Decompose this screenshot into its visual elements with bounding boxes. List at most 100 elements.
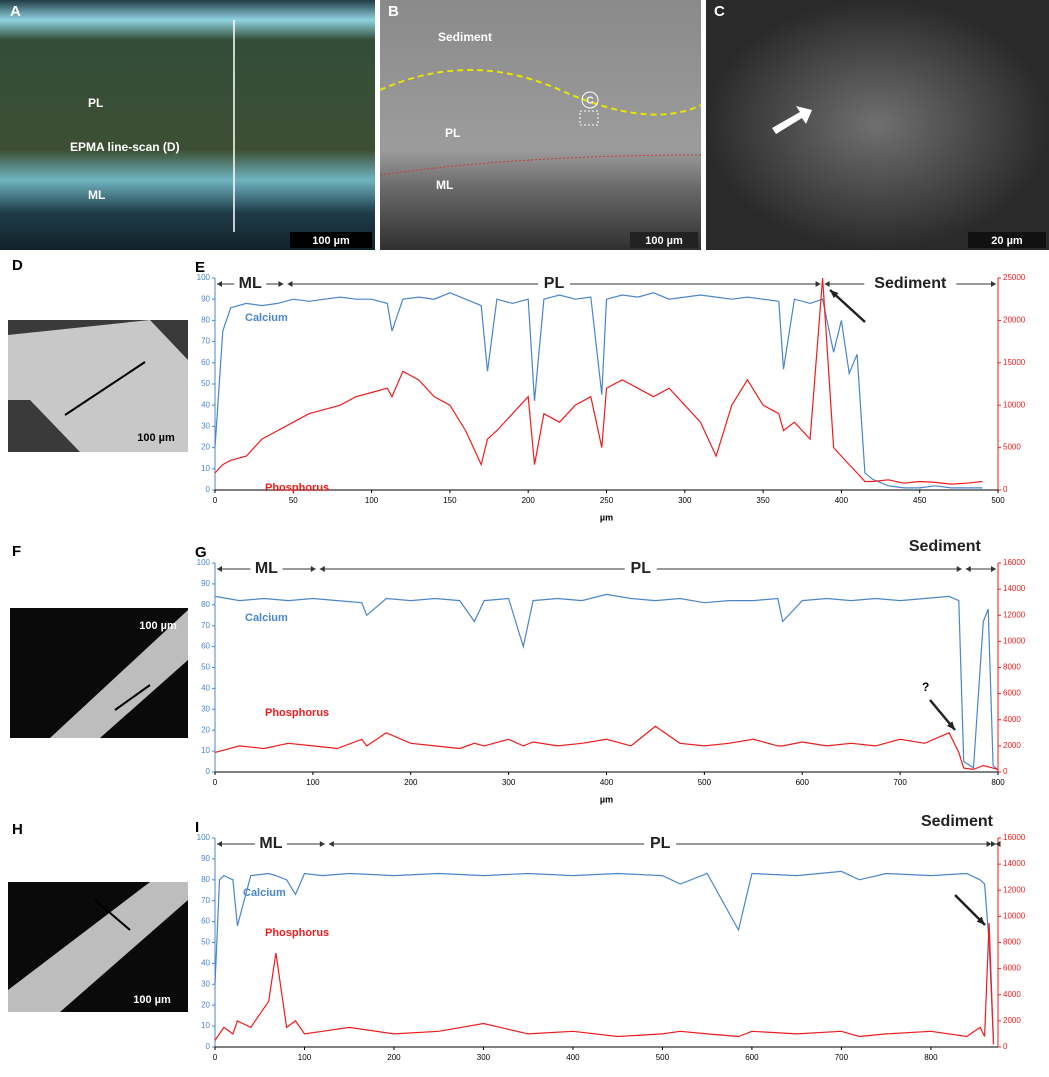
- y2-tick-label: 12000: [1003, 885, 1026, 894]
- y2-tick-label: 5000: [1003, 443, 1021, 452]
- region-arrowhead: [217, 841, 222, 847]
- series-label: Phosphorus: [265, 482, 329, 494]
- scale-box: [290, 232, 372, 248]
- y-tick-label: 100: [197, 558, 211, 567]
- y-tick-label: 90: [201, 579, 210, 588]
- x-tick-label: 300: [678, 496, 692, 505]
- panel-label: A: [10, 3, 21, 20]
- x-tick-label: 400: [566, 1053, 580, 1062]
- x-tick-label: 0: [213, 778, 218, 787]
- x-tick-label: 800: [924, 1053, 938, 1062]
- chart: E010203040506070809010005000100001500020…: [195, 259, 1026, 522]
- y-tick-label: 80: [201, 316, 210, 325]
- scale-label: 100 µm: [139, 620, 177, 632]
- x-tick-label: 300: [477, 1053, 491, 1062]
- annotation-arrowhead: [947, 721, 955, 730]
- y-tick-label: 50: [201, 938, 210, 947]
- region-label-bg: [250, 561, 283, 577]
- panel-label: D: [12, 257, 23, 274]
- scale-box: [968, 232, 1046, 248]
- panel-label: E: [195, 259, 205, 276]
- x-tick-label: 100: [298, 1053, 312, 1062]
- y2-tick-label: 14000: [1003, 584, 1026, 593]
- region-label: PL: [631, 560, 652, 577]
- y-tick-label: 90: [201, 294, 210, 303]
- annotation-arrowhead: [976, 916, 985, 925]
- y2-tick-label: 6000: [1003, 964, 1021, 973]
- region-arrowhead: [991, 281, 996, 287]
- y-tick-label: 0: [206, 1042, 211, 1051]
- y2-tick-label: 10000: [1003, 400, 1026, 409]
- region-arrowhead: [995, 841, 1001, 847]
- y-tick-label: 70: [201, 621, 210, 630]
- y-tick-label: 80: [201, 600, 210, 609]
- region-arrowhead: [815, 281, 821, 287]
- series-line: [214, 870, 995, 1043]
- x-tick-label: 400: [600, 778, 614, 787]
- y-tick-label: 40: [201, 684, 210, 693]
- x-tick-label: 200: [522, 496, 536, 505]
- series-line: [214, 292, 983, 489]
- region-arrowhead: [310, 566, 316, 572]
- panel-c: C 20 µm: [706, 0, 1049, 250]
- y2-tick-label: 0: [1003, 767, 1008, 776]
- region-label-bg: [234, 276, 267, 292]
- y2-tick-label: 4000: [1003, 990, 1021, 999]
- scan-line: [94, 899, 131, 931]
- scan-line: [114, 684, 151, 711]
- region-arrowhead: [986, 841, 992, 847]
- region-arrowhead: [217, 566, 222, 572]
- scale-label: 100 µm: [137, 432, 175, 444]
- region-label-bg: [538, 276, 571, 292]
- x-tick-label: 50: [289, 496, 298, 505]
- y-tick-label: 80: [201, 875, 210, 884]
- y2-tick-label: 4000: [1003, 715, 1021, 724]
- series-line: [214, 277, 983, 485]
- specimen: [50, 610, 188, 738]
- y2-tick-label: 16000: [1003, 833, 1026, 842]
- y-tick-label: 100: [197, 833, 211, 842]
- y2-tick-label: 16000: [1003, 558, 1026, 567]
- y-tick-label: 30: [201, 979, 210, 988]
- panel-a: A PL EPMA line-scan (D) ML 100 µm: [0, 0, 375, 250]
- x-tick-label: 200: [387, 1053, 401, 1062]
- region-arrowhead: [328, 841, 334, 847]
- y-tick-label: 40: [201, 400, 210, 409]
- annotation: ?: [922, 680, 929, 694]
- x-tick-label: 700: [893, 778, 907, 787]
- panel-label: B: [388, 3, 399, 20]
- y-tick-label: 60: [201, 642, 210, 651]
- y2-tick-label: 8000: [1003, 938, 1021, 947]
- region-arrowhead: [991, 566, 996, 572]
- scale-label: 100 µm: [133, 994, 171, 1006]
- region-label: PL: [650, 835, 671, 852]
- region-label: Sediment: [921, 813, 994, 830]
- region-label: Sediment: [874, 275, 947, 292]
- region-arrowhead: [287, 281, 293, 287]
- image-label: EPMA line-scan (D): [70, 140, 180, 154]
- chart: I010203040506070809010002000400060008000…: [195, 813, 1026, 1077]
- y2-tick-label: 20000: [1003, 316, 1026, 325]
- x-tick-label: 800: [991, 778, 1005, 787]
- scale-label: 100 µm: [645, 235, 683, 247]
- boundary: [379, 154, 702, 176]
- region-arrowhead: [319, 566, 325, 572]
- y-tick-label: 90: [201, 854, 210, 863]
- x-tick-label: 0: [213, 1053, 218, 1062]
- series-line: [214, 593, 999, 771]
- panel-label: H: [12, 821, 23, 838]
- region-label: ML: [259, 835, 282, 852]
- y-tick-label: 70: [201, 337, 210, 346]
- x-tick-label: 450: [913, 496, 927, 505]
- y-tick-label: 30: [201, 704, 210, 713]
- y2-tick-label: 6000: [1003, 689, 1021, 698]
- y-tick-label: 20: [201, 1000, 210, 1009]
- image-label: ML: [88, 188, 105, 202]
- specimen: [8, 882, 188, 1012]
- x-axis-label: µm: [600, 512, 613, 522]
- x-tick-label: 700: [835, 1053, 849, 1062]
- series-label: Calcium: [245, 312, 288, 324]
- series-label: Phosphorus: [265, 927, 329, 939]
- region-label-bg: [864, 276, 957, 292]
